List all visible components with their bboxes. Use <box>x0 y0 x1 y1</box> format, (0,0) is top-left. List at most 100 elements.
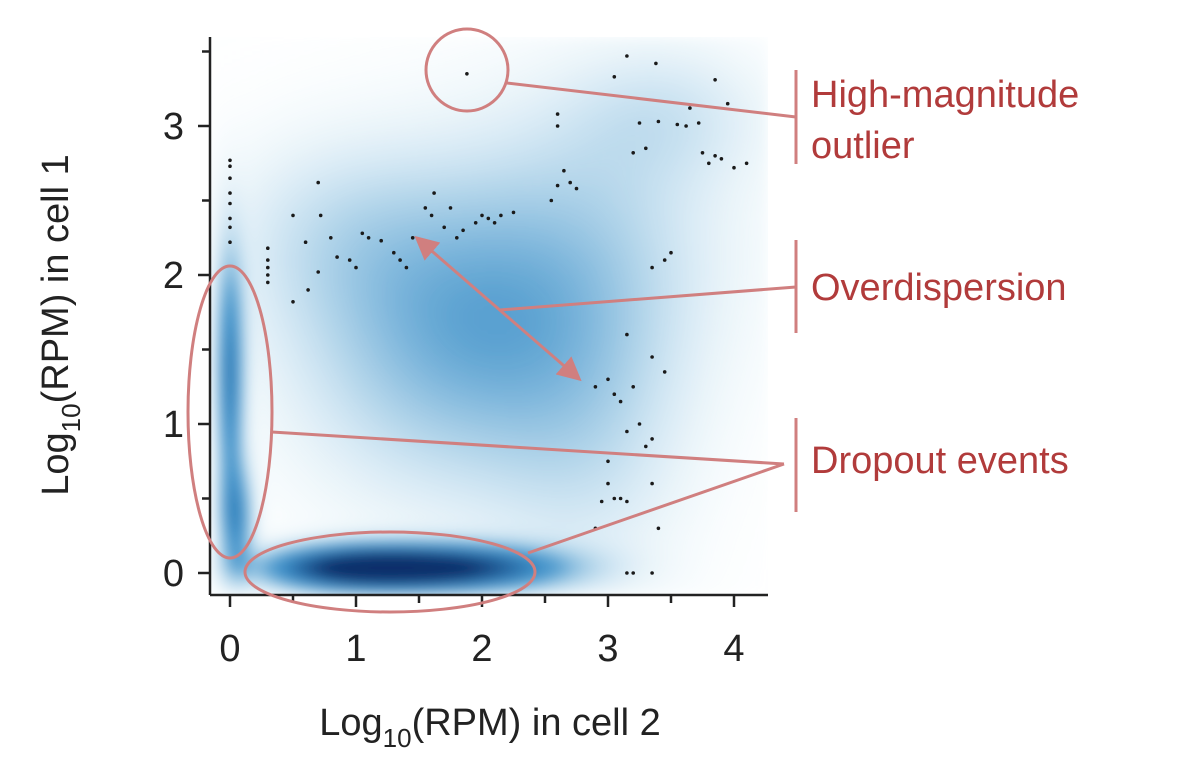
data-point <box>650 355 654 359</box>
data-point <box>318 213 323 218</box>
data-point <box>654 61 658 66</box>
data-point <box>228 164 232 168</box>
data-point <box>713 154 717 158</box>
annotation-outlier-line-2: outlier <box>811 125 915 167</box>
data-point <box>266 280 270 285</box>
x-tick-label: 4 <box>723 628 744 670</box>
data-point <box>448 206 453 210</box>
data-point <box>625 571 629 575</box>
data-point <box>228 225 232 230</box>
plot-area <box>210 37 768 595</box>
data-point <box>291 300 295 304</box>
data-point <box>429 213 434 218</box>
data-point <box>618 399 623 404</box>
data-point <box>599 499 604 504</box>
data-point <box>606 377 610 382</box>
data-point <box>511 210 516 215</box>
data-point <box>644 146 648 151</box>
overdispersion-connector <box>499 285 797 312</box>
data-point <box>379 238 384 243</box>
data-point <box>499 213 503 218</box>
data-point <box>486 216 491 221</box>
data-point <box>480 213 484 218</box>
data-point <box>410 236 415 240</box>
data-point <box>696 121 701 125</box>
data-point <box>492 221 497 225</box>
data-point <box>335 255 339 259</box>
data-point <box>555 124 560 128</box>
data-point <box>650 481 654 486</box>
data-point <box>461 228 465 233</box>
data-point <box>568 180 572 185</box>
data-point <box>329 236 333 240</box>
annotation-overdispersion: Overdispersion <box>811 267 1067 309</box>
data-point <box>423 206 428 210</box>
y-tick-label: 2 <box>163 255 184 297</box>
data-point <box>662 370 667 374</box>
data-point <box>228 158 232 163</box>
annotation-dropout: Dropout events <box>811 440 1069 482</box>
x-tick-label: 1 <box>345 628 366 670</box>
data-point <box>555 183 560 188</box>
data-point <box>228 201 232 206</box>
data-point <box>669 250 673 255</box>
data-point <box>398 258 402 262</box>
data-point <box>612 392 617 397</box>
data-point <box>631 151 635 155</box>
dropout-ellipse-horizontal <box>243 530 537 614</box>
data-point <box>612 75 617 79</box>
x-tick-label: 2 <box>471 628 492 670</box>
outlier-circle <box>424 27 510 113</box>
data-point <box>625 499 629 504</box>
x-axis-title: Log10(RPM) in cell 2 <box>319 702 660 753</box>
data-point <box>612 496 617 501</box>
data-point <box>606 481 610 486</box>
data-point <box>644 444 648 449</box>
data-point <box>656 119 661 124</box>
data-point <box>650 265 654 270</box>
data-point <box>574 186 579 191</box>
data-point <box>637 422 642 426</box>
x-tick-label: 0 <box>219 628 240 670</box>
data-point <box>392 250 396 255</box>
data-point <box>316 270 321 274</box>
data-point <box>631 571 635 575</box>
data-point <box>228 191 232 195</box>
data-point <box>637 121 642 125</box>
data-point <box>631 385 635 389</box>
data-point <box>625 332 629 337</box>
data-points <box>228 54 749 575</box>
data-point <box>650 571 654 575</box>
data-point <box>303 240 308 244</box>
data-point <box>744 161 749 166</box>
data-point <box>606 459 610 464</box>
data-point <box>366 236 371 240</box>
y-axis-title: Log10(RPM) in cell 1 <box>35 154 86 495</box>
data-point <box>347 258 352 262</box>
data-point <box>291 213 295 218</box>
data-point <box>266 246 270 250</box>
data-point <box>725 101 730 106</box>
data-point <box>625 54 629 58</box>
dropout-ellipse-vertical <box>186 264 274 560</box>
annotation-layer: High-magnitude outlier Overdispersion Dr… <box>186 27 1079 614</box>
data-point <box>549 198 554 203</box>
data-point <box>228 176 232 180</box>
data-point <box>688 106 692 110</box>
data-point <box>700 151 705 155</box>
data-point <box>707 161 711 166</box>
data-point <box>562 168 566 173</box>
annotation-outlier-line-1: High-magnitude <box>811 74 1079 116</box>
data-point <box>432 191 436 195</box>
dropout-connector-1 <box>271 430 785 466</box>
data-point <box>593 385 598 389</box>
data-point <box>455 236 459 240</box>
data-point <box>684 124 688 128</box>
outlier-connector <box>506 81 797 119</box>
data-point <box>675 122 680 127</box>
data-point <box>228 240 232 244</box>
data-point <box>732 165 736 170</box>
data-point <box>266 265 270 270</box>
y-tick-label: 0 <box>163 553 184 595</box>
